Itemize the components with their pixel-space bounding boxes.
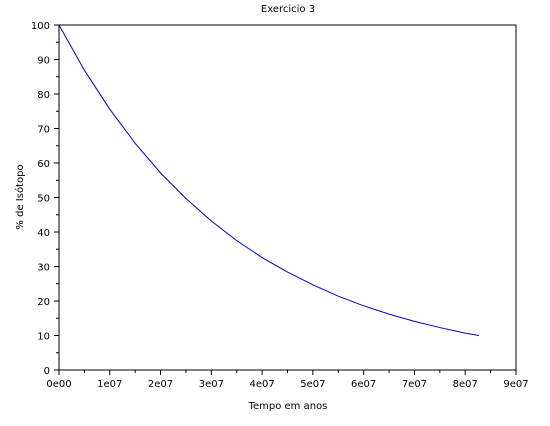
y-tick-label: 100 <box>31 21 50 32</box>
x-tick-label: 2e07 <box>148 379 173 390</box>
y-tick-label: 20 <box>37 297 50 308</box>
x-tick-label: 8e07 <box>453 379 478 390</box>
x-tick-label: 5e07 <box>300 379 325 390</box>
x-tick-label: 1e07 <box>97 379 122 390</box>
y-tick-label: 10 <box>37 332 50 343</box>
y-axis-ticks: 0 10 20 30 40 50 60 70 80 90 100 <box>31 21 59 377</box>
series-line-1 <box>58 24 480 336</box>
x-tick-label: 9e07 <box>503 379 528 390</box>
y-tick-label: 80 <box>37 90 50 101</box>
y-tick-label: 50 <box>37 194 50 205</box>
y-tick-label: 30 <box>37 263 50 274</box>
y-tick-label: 70 <box>37 125 50 136</box>
axes <box>58 24 517 371</box>
plot-frame <box>58 24 517 371</box>
y-axis-label: % de Isótopo <box>14 164 26 229</box>
y-tick-label: 0 <box>44 366 50 377</box>
series-layer <box>58 24 480 336</box>
x-tick-label: 7e07 <box>402 379 427 390</box>
x-tick-label: 4e07 <box>249 379 274 390</box>
x-axis-ticks: 0e00 1e07 2e07 3e07 4e07 5e07 6e07 7e07 8e07 9e07 <box>46 370 529 390</box>
chart-title: Exercicio 3 <box>261 4 315 15</box>
x-tick-label: 6e07 <box>351 379 376 390</box>
x-tick-label: 0e00 <box>46 379 71 390</box>
x-axis-label: Tempo em anos <box>248 401 328 412</box>
y-tick-label: 90 <box>37 56 50 67</box>
y-tick-label: 40 <box>37 228 50 239</box>
y-tick-label: 60 <box>37 159 50 170</box>
x-tick-label: 3e07 <box>199 379 224 390</box>
